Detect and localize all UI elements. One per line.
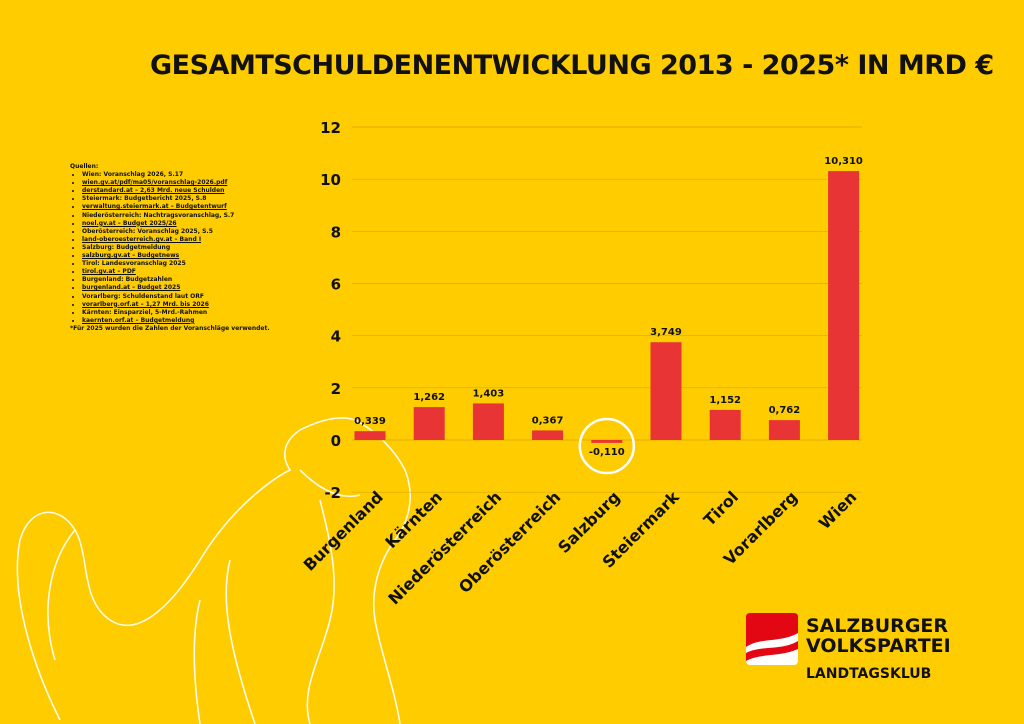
source-item: Wien: Voranschlag 2026, S.17: [82, 171, 270, 179]
data-label: 1,403: [473, 388, 505, 399]
source-item: Steiermark: Budgetbericht 2025, S.8: [82, 195, 270, 203]
source-item: Oberösterreich: Voranschlag 2025, S.5: [82, 228, 270, 236]
source-text: Salzburg: Budgetmeldung: [82, 243, 171, 251]
source-text: Niederösterreich: Nachtragsvoranschlag, …: [82, 211, 235, 219]
sources-footnote: *Für 2025 wurden die Zahlen der Voransch…: [70, 324, 270, 332]
y-tick-label: -2: [324, 484, 341, 502]
source-link[interactable]: kaernten.orf.at – Budgetmeldung: [82, 316, 195, 324]
data-label: 3,749: [650, 327, 682, 338]
bar-Wien: [828, 171, 860, 441]
y-tick-label: 2: [331, 380, 341, 398]
source-item: kaernten.orf.at – Budgetmeldung: [82, 317, 270, 325]
source-item: vorarlberg.orf.at – 1,27 Mrd. bis 2026: [82, 301, 270, 309]
source-item: wien.gv.at/pdf/ma05/voranschlag-2026.pdf: [82, 179, 270, 187]
source-item: Salzburg: Budgetmeldung: [82, 244, 270, 252]
highlight-circle: [578, 417, 636, 475]
bar-Steiermark: [650, 342, 682, 440]
source-text: Burgenland: Budgetzahlen: [82, 276, 173, 284]
x-tick-label: Oberösterreich: [455, 487, 564, 596]
source-item: verwaltung.steiermark.at – Budgetentwurf: [82, 203, 270, 211]
source-item: burgenland.at – Budget 2025: [82, 284, 270, 292]
x-tick-label: Tirol: [700, 487, 742, 529]
y-tick-label: 8: [331, 223, 341, 241]
bar-Tirol: [709, 409, 741, 440]
data-label: 1,152: [709, 395, 741, 406]
source-text: Wien: Voranschlag 2026, S.17: [82, 171, 184, 179]
x-tick-label: Burgenland: [300, 487, 387, 574]
source-link[interactable]: tirol.gv.at – PDF: [82, 268, 136, 276]
sources-heading: Quellen:: [70, 163, 99, 170]
source-text: Kärnten: Einsparziel, 5-Mrd.-Rahmen: [82, 308, 208, 316]
source-text: Steiermark: Budgetbericht 2025, S.8: [82, 195, 207, 203]
bar-Niederösterreich: [472, 403, 504, 440]
source-link[interactable]: wien.gv.at/pdf/ma05/voranschlag-2026.pdf: [82, 179, 228, 187]
y-tick-label: 12: [320, 119, 341, 137]
data-label: -0,110: [589, 447, 625, 458]
logo-wordmark: SALZBURGER VOLKSPARTEI: [806, 616, 951, 656]
data-label: 0,367: [532, 415, 564, 426]
sources-list: Wien: Voranschlag 2026, S.17wien.gv.at/p…: [70, 171, 270, 325]
data-label: 0,339: [354, 416, 386, 427]
source-text: Tirol: Landesvoranschlag 2025: [82, 260, 186, 268]
source-item: noel.gv.at – Budget 2025/26: [82, 220, 270, 228]
lion-outline-decoration: [16, 417, 411, 724]
logo-line1: SALZBURGER: [806, 615, 949, 637]
bar-Oberösterreich: [532, 430, 564, 440]
sources-block: Quellen: Wien: Voranschlag 2026, S.17wie…: [70, 163, 270, 333]
source-item: Niederösterreich: Nachtragsvoranschlag, …: [82, 212, 270, 220]
logo-subtitle: LANDTAGSKLUB: [806, 666, 932, 682]
x-tick-label: Niederösterreich: [384, 487, 505, 608]
logo-line2: VOLKSPARTEI: [806, 635, 951, 657]
source-link[interactable]: vorarlberg.orf.at – 1,27 Mrd. bis 2026: [82, 300, 209, 308]
source-link[interactable]: derstandard.at – 2,63 Mrd. neue Schulden: [82, 187, 225, 195]
source-link[interactable]: noel.gv.at – Budget 2025/26: [82, 219, 177, 227]
source-link[interactable]: burgenland.at – Budget 2025: [82, 284, 181, 292]
data-label: 0,762: [769, 405, 801, 416]
y-tick-label: 6: [331, 276, 341, 294]
source-item: Burgenland: Budgetzahlen: [82, 276, 270, 284]
source-item: land-oberoesterreich.gv.at – Band I: [82, 236, 270, 244]
source-text: Oberösterreich: Voranschlag 2025, S.5: [82, 227, 213, 235]
source-link[interactable]: salzburg.gv.at – Budgetnews: [82, 252, 180, 260]
party-logo: [746, 613, 798, 669]
source-item: Vorarlberg: Schuldenstand laut ORF: [82, 293, 270, 301]
bar-Burgenland: [354, 431, 386, 440]
y-tick-label: 4: [331, 328, 341, 346]
bar-Kärnten: [413, 407, 445, 440]
source-item: derstandard.at – 2,63 Mrd. neue Schulden: [82, 187, 270, 195]
bar-Salzburg: [591, 440, 623, 443]
y-tick-label: 10: [320, 171, 341, 189]
source-item: Kärnten: Einsparziel, 5-Mrd.-Rahmen: [82, 309, 270, 317]
data-label: 1,262: [413, 392, 445, 403]
source-item: Tirol: Landesvoranschlag 2025: [82, 260, 270, 268]
x-tick-label: Wien: [815, 487, 861, 533]
bar-Vorarlberg: [768, 420, 800, 440]
data-label: 10,310: [824, 156, 863, 167]
page-title: GESAMTSCHULDENENTWICKLUNG 2013 - 2025* I…: [150, 50, 994, 81]
source-link[interactable]: verwaltung.steiermark.at – Budgetentwurf: [82, 203, 227, 211]
logo-flag-icon: [746, 613, 798, 665]
source-item: tirol.gv.at – PDF: [82, 268, 270, 276]
source-item: salzburg.gv.at – Budgetnews: [82, 252, 270, 260]
source-text: Vorarlberg: Schuldenstand laut ORF: [82, 292, 204, 300]
y-tick-label: 0: [331, 432, 341, 450]
source-link[interactable]: land-oberoesterreich.gv.at – Band I: [82, 235, 202, 243]
